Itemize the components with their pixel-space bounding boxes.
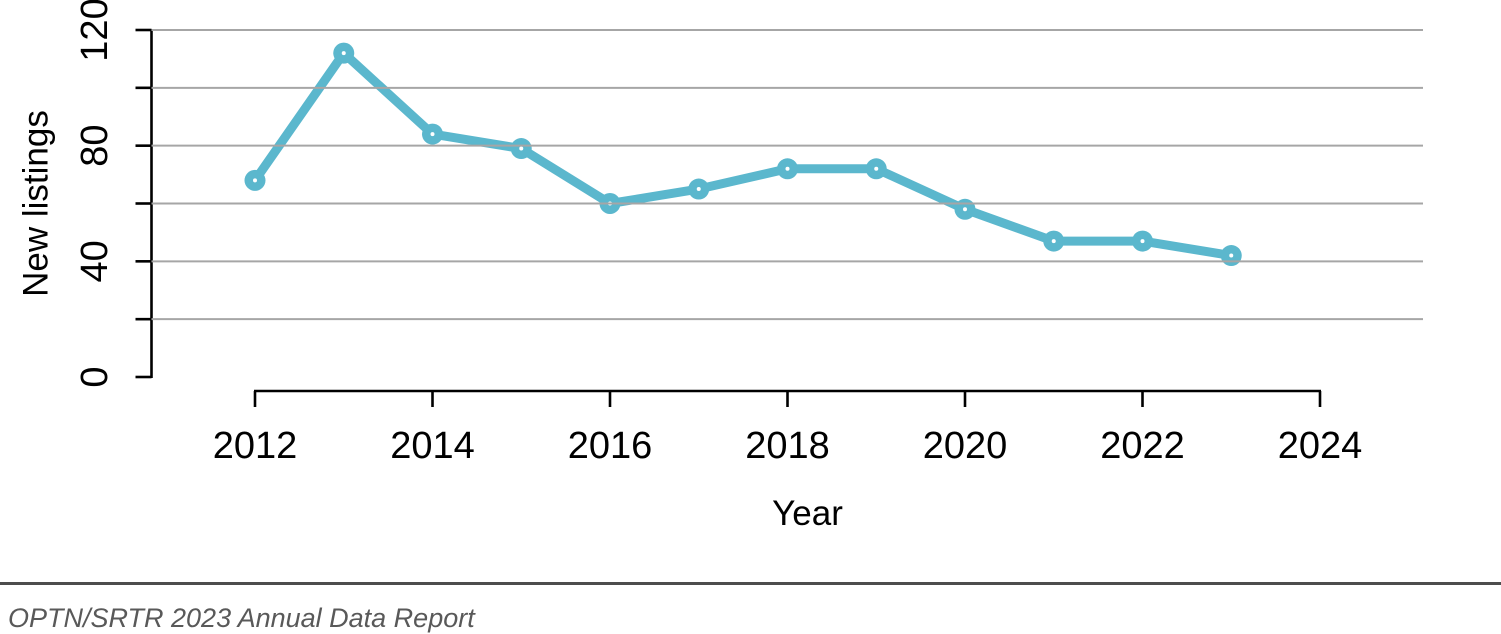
x-axis-title: Year bbox=[772, 494, 843, 533]
data-point-center-dot bbox=[1051, 239, 1056, 244]
y-axis-title: New listings bbox=[16, 110, 55, 297]
x-axis-tick-label: 2022 bbox=[1100, 425, 1185, 467]
y-axis-tick-label: 120 bbox=[74, 0, 116, 62]
x-axis-tick-label: 2018 bbox=[745, 425, 830, 467]
x-axis-tick-label: 2016 bbox=[568, 425, 653, 467]
data-point-center-dot bbox=[430, 132, 435, 137]
x-axis-tick-label: 2024 bbox=[1278, 425, 1363, 467]
y-axis-tick-label: 0 bbox=[74, 366, 116, 387]
footer-divider-rule bbox=[0, 582, 1501, 585]
data-point-center-dot bbox=[253, 178, 257, 183]
y-axis-tick-label: 80 bbox=[74, 125, 116, 167]
x-axis-tick-label: 2012 bbox=[213, 425, 298, 467]
data-point-center-dot bbox=[1140, 239, 1145, 244]
data-point-center-dot bbox=[874, 166, 879, 171]
y-axis-tick-label: 40 bbox=[74, 240, 116, 282]
line-chart-canvas: 0 40 80 120 New listings 2012 2014 2016 2018 2020… bbox=[16, 0, 1423, 533]
data-point-center-dot bbox=[519, 146, 524, 151]
data-point-center-dot bbox=[341, 51, 346, 56]
data-line bbox=[250, 48, 1236, 261]
x-axis-tick-label: 2014 bbox=[390, 425, 475, 467]
data-point-center-dot bbox=[696, 187, 701, 192]
x-axis-tick-label: 2020 bbox=[923, 425, 1008, 467]
data-point-center-dot bbox=[963, 207, 967, 212]
data-point-center-dot bbox=[785, 166, 790, 171]
data-point-center-dot bbox=[1229, 253, 1234, 258]
footer-source-citation: OPTN/SRTR 2023 Annual Data Report bbox=[8, 603, 475, 633]
